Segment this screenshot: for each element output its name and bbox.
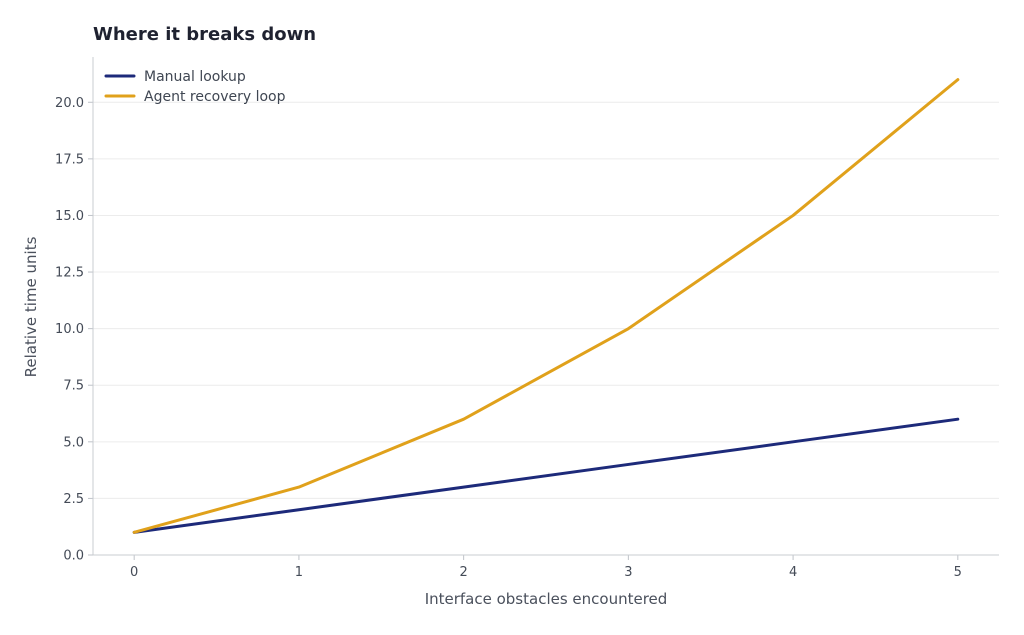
x-tick-label: 5 bbox=[954, 565, 962, 580]
x-tick-label: 0 bbox=[130, 565, 138, 580]
legend-label-2: Agent recovery loop bbox=[144, 89, 286, 105]
x-tick-label: 2 bbox=[459, 565, 467, 580]
series-lines bbox=[132, 78, 960, 534]
legend: Manual lookup Agent recovery loop bbox=[104, 69, 286, 105]
legend-label-1: Manual lookup bbox=[144, 69, 246, 85]
x-tick-label: 3 bbox=[624, 565, 632, 580]
y-tick-label: 0.0 bbox=[63, 549, 84, 564]
x-axis-label: Interface obstacles encountered bbox=[425, 590, 668, 608]
y-tick-label: 20.0 bbox=[55, 96, 84, 111]
y-tick-label: 2.5 bbox=[63, 492, 84, 507]
y-tick-label: 7.5 bbox=[63, 379, 84, 394]
y-tick-label: 10.0 bbox=[55, 322, 84, 337]
y-tick-label: 5.0 bbox=[63, 435, 84, 450]
y-axis-label: Relative time units bbox=[22, 236, 40, 377]
y-tick-label: 12.5 bbox=[55, 266, 84, 281]
x-tick-label: 4 bbox=[789, 565, 797, 580]
series-line-1 bbox=[132, 417, 960, 534]
chart-title: Where it breaks down bbox=[93, 24, 316, 45]
y-tick-label: 15.0 bbox=[55, 209, 84, 224]
axes: 0.0 2.5 5.0 7.5 10.0 12.5 15.0 17.5 20.0 0 1 2 3 4 5 bbox=[55, 57, 999, 580]
y-tick-label: 17.5 bbox=[55, 152, 84, 167]
series-line-2 bbox=[132, 78, 960, 534]
x-tick-label: 1 bbox=[295, 565, 303, 580]
grid-lines bbox=[93, 101, 999, 556]
